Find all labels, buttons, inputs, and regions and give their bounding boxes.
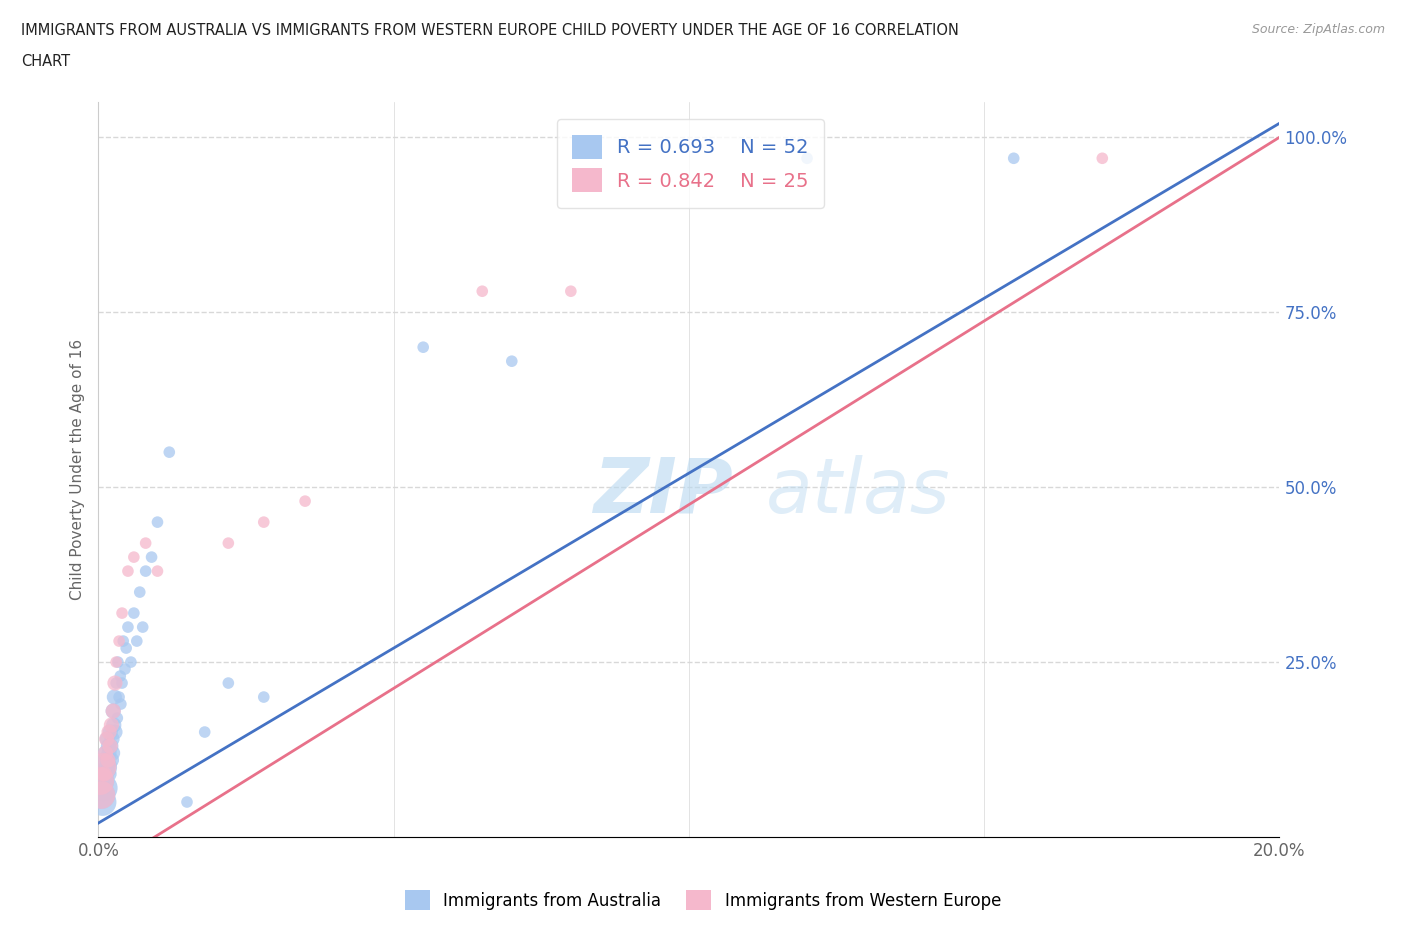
Point: [97, 752, 120, 767]
Point: [796, 151, 818, 166]
Point: [114, 661, 136, 676]
Point: [105, 675, 128, 690]
Text: IMMIGRANTS FROM AUSTRALIA VS IMMIGRANTS FROM WESTERN EUROPE CHILD POVERTY UNDER : IMMIGRANTS FROM AUSTRALIA VS IMMIGRANTS …: [21, 23, 959, 38]
Point: [98, 746, 121, 761]
Point: [1002, 151, 1025, 166]
Point: [146, 564, 169, 578]
Point: [91, 794, 114, 809]
Point: [117, 619, 139, 634]
Point: [96, 732, 118, 747]
Point: [107, 655, 129, 670]
Point: [89, 774, 111, 789]
Point: [135, 564, 157, 578]
Text: CHART: CHART: [21, 54, 70, 69]
Point: [125, 633, 148, 648]
Point: [122, 605, 145, 620]
Point: [93, 766, 115, 781]
Point: [253, 690, 276, 705]
Point: [97, 738, 120, 753]
Point: [560, 284, 582, 299]
Point: [194, 724, 217, 739]
Point: [1091, 151, 1114, 166]
Y-axis label: Child Poverty Under the Age of 16: Child Poverty Under the Age of 16: [69, 339, 84, 600]
Point: [111, 675, 134, 690]
Point: [157, 445, 180, 459]
Point: [141, 550, 163, 565]
Point: [94, 746, 117, 761]
Point: [97, 760, 120, 775]
Point: [412, 339, 434, 354]
Point: [110, 697, 132, 711]
Point: [100, 738, 122, 753]
Text: atlas: atlas: [766, 455, 950, 528]
Point: [111, 605, 134, 620]
Point: [108, 690, 131, 705]
Point: [96, 774, 118, 789]
Point: [132, 619, 155, 634]
Point: [89, 774, 111, 789]
Point: [110, 669, 132, 684]
Point: [104, 724, 127, 739]
Point: [94, 746, 117, 761]
Point: [90, 788, 112, 803]
Point: [101, 732, 124, 747]
Point: [105, 655, 128, 670]
Point: [108, 633, 131, 648]
Point: [101, 746, 124, 761]
Point: [98, 766, 121, 781]
Point: [91, 760, 114, 775]
Point: [103, 704, 125, 719]
Point: [98, 738, 121, 753]
Point: [100, 752, 122, 767]
Legend: R = 0.693    N = 52, R = 0.842    N = 25: R = 0.693 N = 52, R = 0.842 N = 25: [557, 119, 824, 207]
Point: [98, 724, 121, 739]
Point: [122, 550, 145, 565]
Point: [176, 794, 198, 809]
Point: [471, 284, 494, 299]
Point: [117, 564, 139, 578]
Text: ZIP: ZIP: [595, 455, 734, 528]
Point: [135, 536, 157, 551]
Text: Source: ZipAtlas.com: Source: ZipAtlas.com: [1251, 23, 1385, 36]
Point: [120, 655, 142, 670]
Point: [96, 732, 118, 747]
Point: [100, 718, 122, 733]
Point: [294, 494, 316, 509]
Point: [501, 353, 523, 368]
Point: [90, 788, 112, 803]
Point: [91, 760, 114, 775]
Point: [112, 633, 135, 648]
Point: [217, 536, 239, 551]
Point: [128, 585, 150, 600]
Point: [103, 690, 125, 705]
Legend: Immigrants from Australia, Immigrants from Western Europe: Immigrants from Australia, Immigrants fr…: [398, 884, 1008, 917]
Point: [115, 641, 138, 656]
Point: [94, 760, 117, 775]
Point: [96, 752, 118, 767]
Point: [98, 724, 121, 739]
Point: [93, 766, 115, 781]
Point: [104, 675, 127, 690]
Point: [146, 514, 169, 529]
Point: [93, 780, 115, 795]
Point: [105, 711, 128, 725]
Point: [103, 704, 125, 719]
Point: [217, 675, 239, 690]
Point: [253, 514, 276, 529]
Point: [103, 718, 125, 733]
